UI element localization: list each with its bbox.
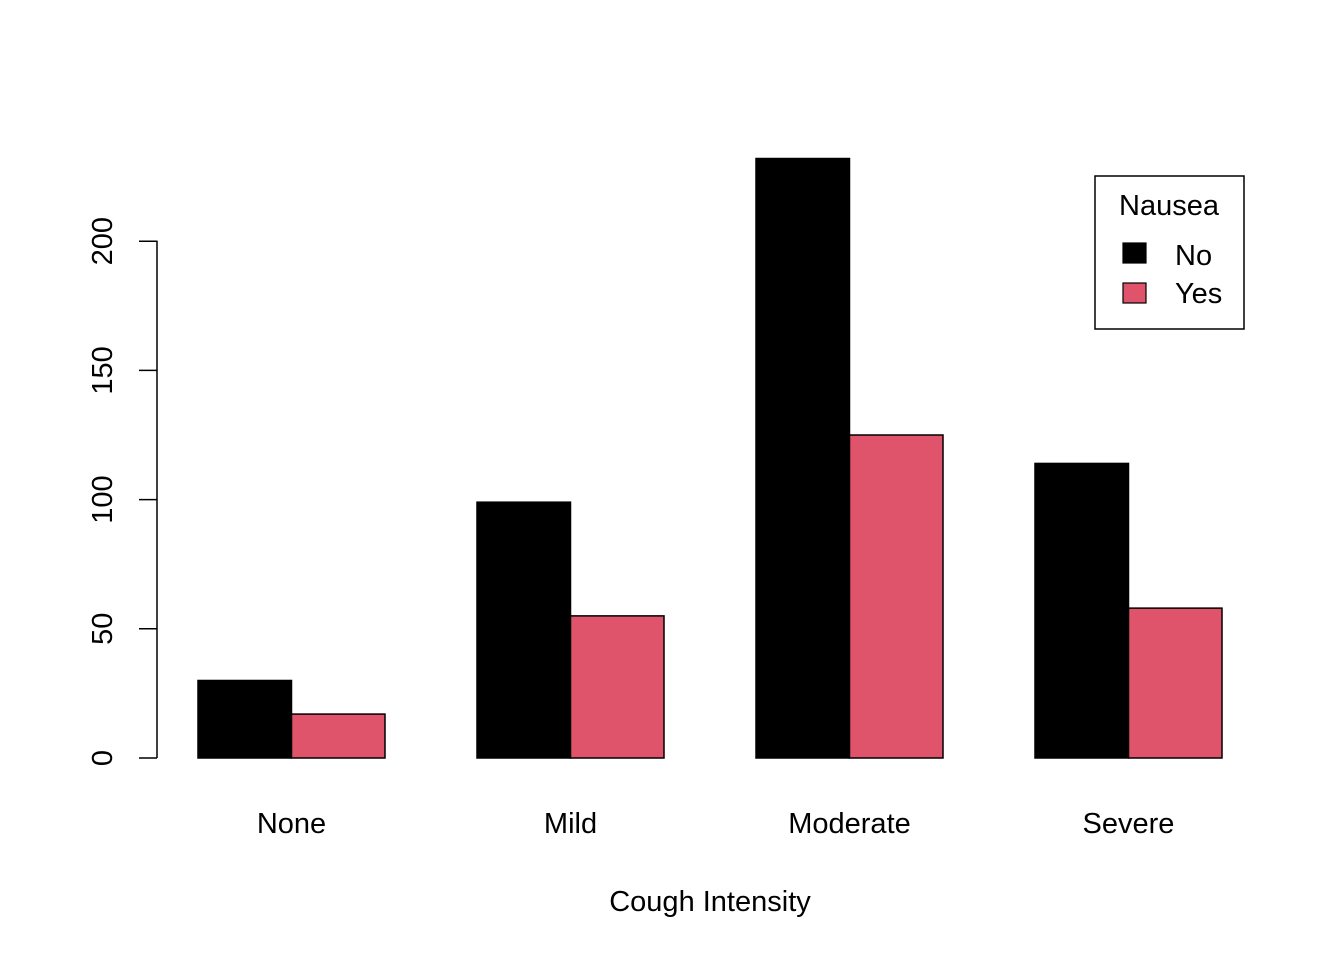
category-labels: None Mild Moderate Severe — [257, 808, 1175, 840]
x-axis-title: Cough Intensity — [609, 886, 811, 918]
y-tick-label: 50 — [87, 613, 119, 645]
category-label-severe: Severe — [1083, 808, 1175, 840]
legend-title: Nausea — [1119, 190, 1220, 222]
bar-mild-yes — [569, 615, 665, 759]
y-tick-label: 0 — [87, 750, 119, 766]
legend-label-yes: Yes — [1175, 278, 1222, 310]
bar-none-no — [197, 679, 293, 759]
bars — [197, 157, 1223, 759]
legend-swatch-yes — [1122, 282, 1147, 304]
y-tick-label: 100 — [87, 475, 119, 523]
legend-label-no: No — [1175, 240, 1212, 272]
legend: Nausea No Yes — [1094, 175, 1245, 330]
legend-box — [1094, 175, 1245, 330]
bar-mild-no — [476, 501, 572, 759]
category-label-mild: Mild — [544, 808, 597, 840]
y-axis: 0 50 100 150 200 — [87, 217, 158, 766]
category-label-none: None — [257, 808, 326, 840]
bar-moderate-no — [755, 157, 851, 759]
bar-none-yes — [290, 713, 386, 759]
bar-severe-yes — [1127, 607, 1223, 759]
bar-moderate-yes — [848, 434, 944, 759]
legend-swatch-no — [1122, 242, 1147, 264]
y-tick-label: 200 — [87, 217, 119, 265]
bar-severe-no — [1034, 462, 1130, 759]
y-tick-label: 150 — [87, 346, 119, 394]
category-label-moderate: Moderate — [788, 808, 911, 840]
